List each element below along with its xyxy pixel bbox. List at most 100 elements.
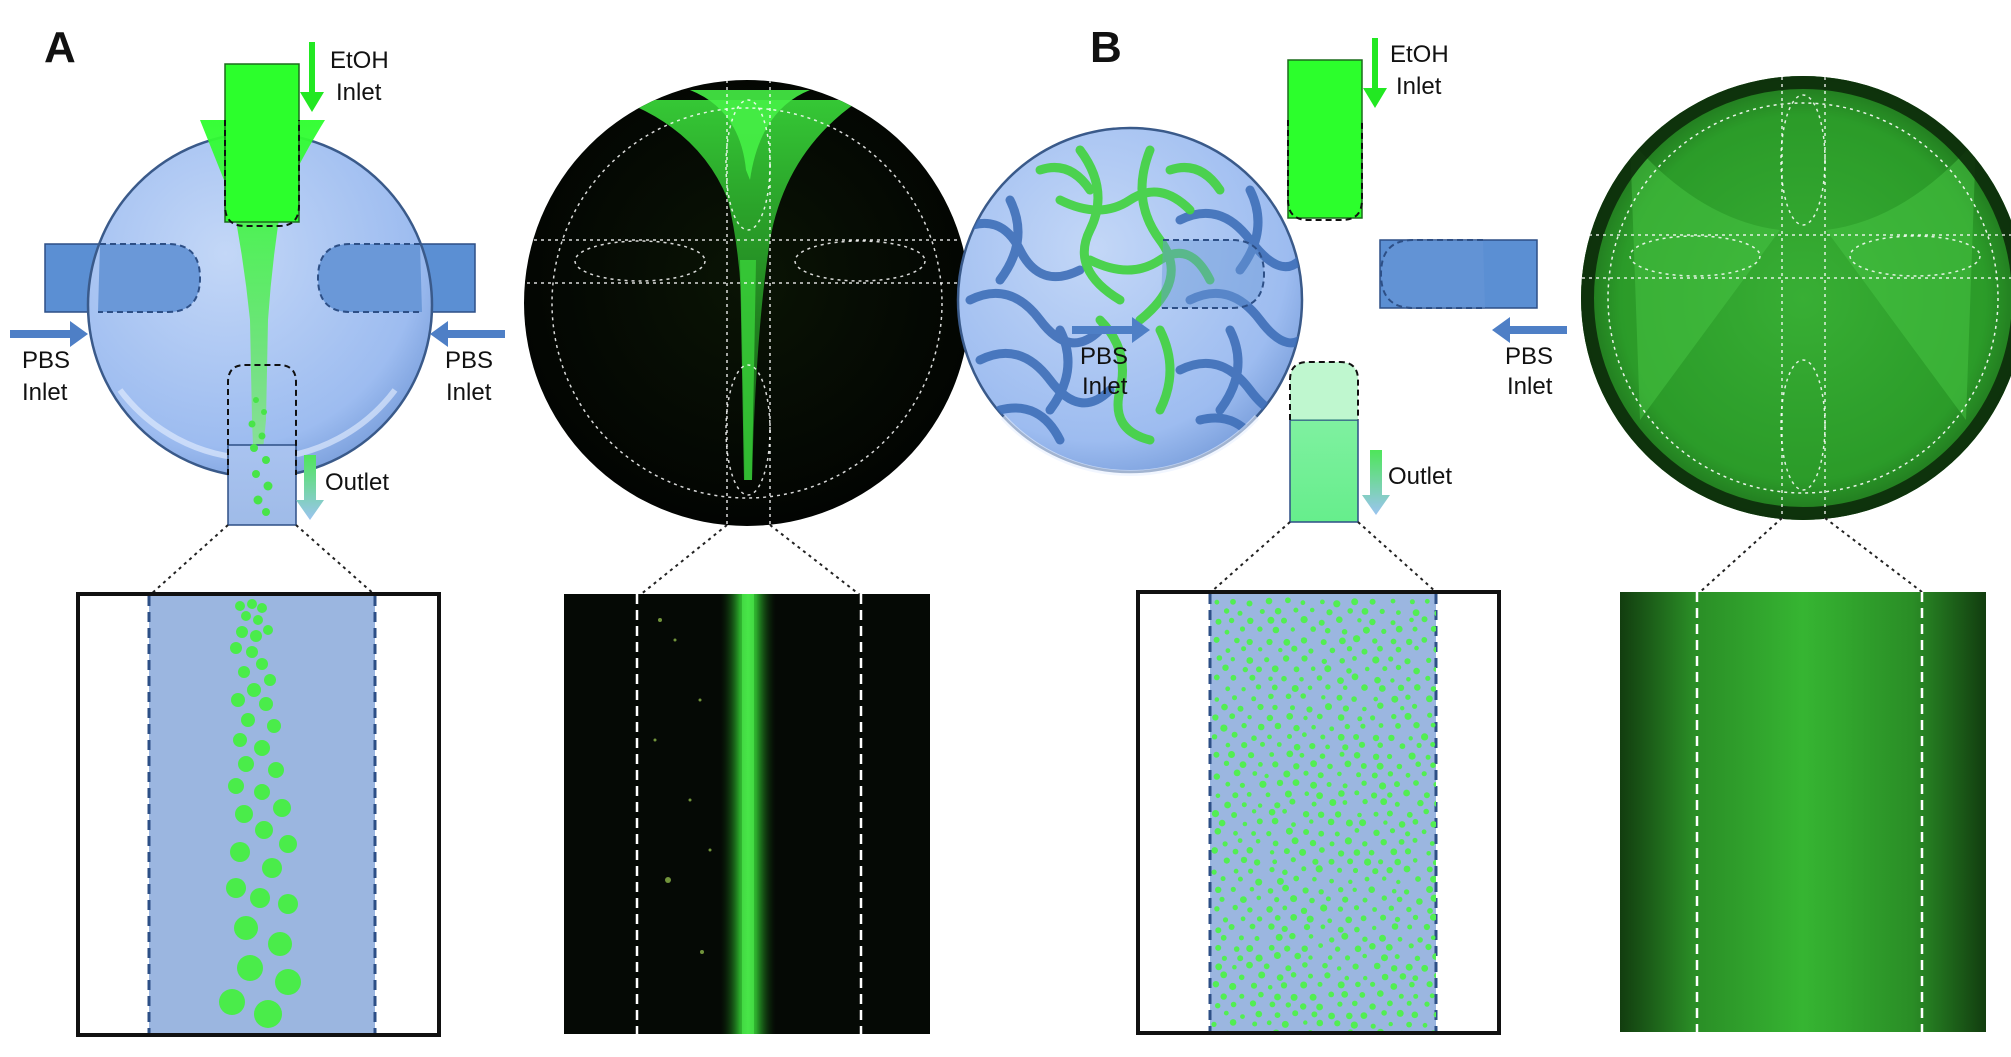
droplet	[1365, 1030, 1367, 1031]
droplet	[1268, 676, 1273, 682]
droplet	[1398, 821, 1406, 828]
droplet	[1382, 666, 1388, 672]
droplet	[1357, 716, 1363, 722]
droplet	[1352, 867, 1359, 874]
droplet	[1333, 600, 1341, 608]
droplet	[1234, 637, 1240, 644]
droplet	[1278, 647, 1283, 653]
droplet	[1215, 963, 1223, 971]
droplet	[1289, 932, 1296, 940]
panel-a: A EtOH Inlet PBS Inlet	[10, 23, 970, 1037]
pbs-left-label: PBS	[22, 347, 70, 374]
droplet	[1426, 886, 1434, 893]
droplet	[1395, 625, 1403, 633]
droplet	[1237, 838, 1243, 843]
droplet	[1413, 780, 1419, 786]
droplet	[1394, 954, 1400, 960]
droplet	[1396, 1009, 1404, 1017]
droplet	[1379, 782, 1387, 790]
droplet	[1369, 618, 1376, 626]
droplet	[1352, 887, 1357, 892]
droplet	[1247, 907, 1253, 913]
droplet	[1406, 811, 1413, 818]
droplet	[1376, 762, 1384, 770]
droplet	[1302, 962, 1308, 968]
droplet	[1224, 629, 1230, 635]
droplet	[1282, 808, 1287, 814]
droplet	[1334, 811, 1342, 818]
droplet	[1359, 819, 1367, 827]
droplet	[1249, 674, 1256, 681]
droplet	[1316, 713, 1323, 720]
droplet	[1385, 944, 1393, 951]
droplet	[1285, 597, 1291, 604]
droplet	[1344, 760, 1352, 768]
droplet	[1370, 1023, 1376, 1029]
uniform-droplets	[1211, 597, 1436, 1031]
droplet	[1258, 762, 1263, 767]
droplet	[1334, 831, 1340, 837]
droplet	[1324, 627, 1331, 634]
droplet	[1377, 702, 1384, 709]
droplet	[1337, 714, 1345, 721]
droplet	[1352, 963, 1359, 970]
droplet	[1316, 675, 1323, 681]
droplet	[1344, 723, 1351, 730]
droplet	[1258, 991, 1264, 998]
droplet	[1338, 887, 1344, 893]
droplet	[1353, 635, 1361, 643]
droplet	[1356, 772, 1362, 778]
droplet	[1360, 915, 1367, 922]
droplet	[1233, 946, 1240, 952]
droplet	[1246, 600, 1253, 607]
droplet	[1233, 830, 1238, 836]
droplet	[1426, 851, 1431, 856]
droplet	[1427, 712, 1433, 718]
droplet	[1352, 656, 1357, 661]
droplet	[1327, 763, 1333, 770]
droplet	[1247, 715, 1252, 720]
droplet	[1425, 943, 1432, 951]
droplet	[1320, 904, 1328, 912]
droplet	[1291, 822, 1296, 827]
droplet	[1421, 637, 1428, 643]
droplet	[1424, 1001, 1430, 1007]
droplet	[1342, 744, 1349, 751]
droplet	[1230, 657, 1236, 662]
droplet	[1300, 981, 1308, 989]
droplet	[1269, 867, 1275, 873]
droplet	[1344, 975, 1350, 981]
droplet	[1225, 781, 1231, 787]
droplet	[1303, 829, 1310, 835]
etoh-label-b: EtOH	[1390, 41, 1449, 68]
droplet	[1268, 808, 1276, 816]
droplet	[1306, 706, 1313, 713]
droplet	[1328, 991, 1335, 998]
droplet	[1290, 972, 1297, 978]
droplet	[1369, 1003, 1376, 1010]
droplet	[1433, 646, 1436, 653]
droplet	[1255, 1010, 1263, 1018]
droplet	[1267, 734, 1272, 740]
droplet	[1400, 706, 1405, 711]
droplet	[1423, 792, 1430, 799]
droplet	[1403, 789, 1410, 797]
droplet	[1282, 905, 1288, 911]
droplet	[1274, 722, 1282, 730]
droplet	[1377, 742, 1383, 748]
droplet	[1337, 677, 1344, 684]
droplet	[1325, 896, 1331, 902]
droplet	[1284, 790, 1292, 798]
droplet	[1362, 798, 1368, 805]
droplet	[1216, 655, 1223, 661]
droplet	[1399, 743, 1406, 750]
droplet	[1276, 877, 1284, 885]
left-channel-overlap	[98, 243, 202, 313]
droplet	[1219, 896, 1225, 902]
droplet	[1213, 751, 1220, 758]
droplet	[1311, 801, 1317, 807]
droplet	[1246, 847, 1254, 854]
droplet	[1246, 657, 1254, 664]
down-arrow-icon	[300, 42, 324, 112]
droplet	[1311, 724, 1316, 730]
